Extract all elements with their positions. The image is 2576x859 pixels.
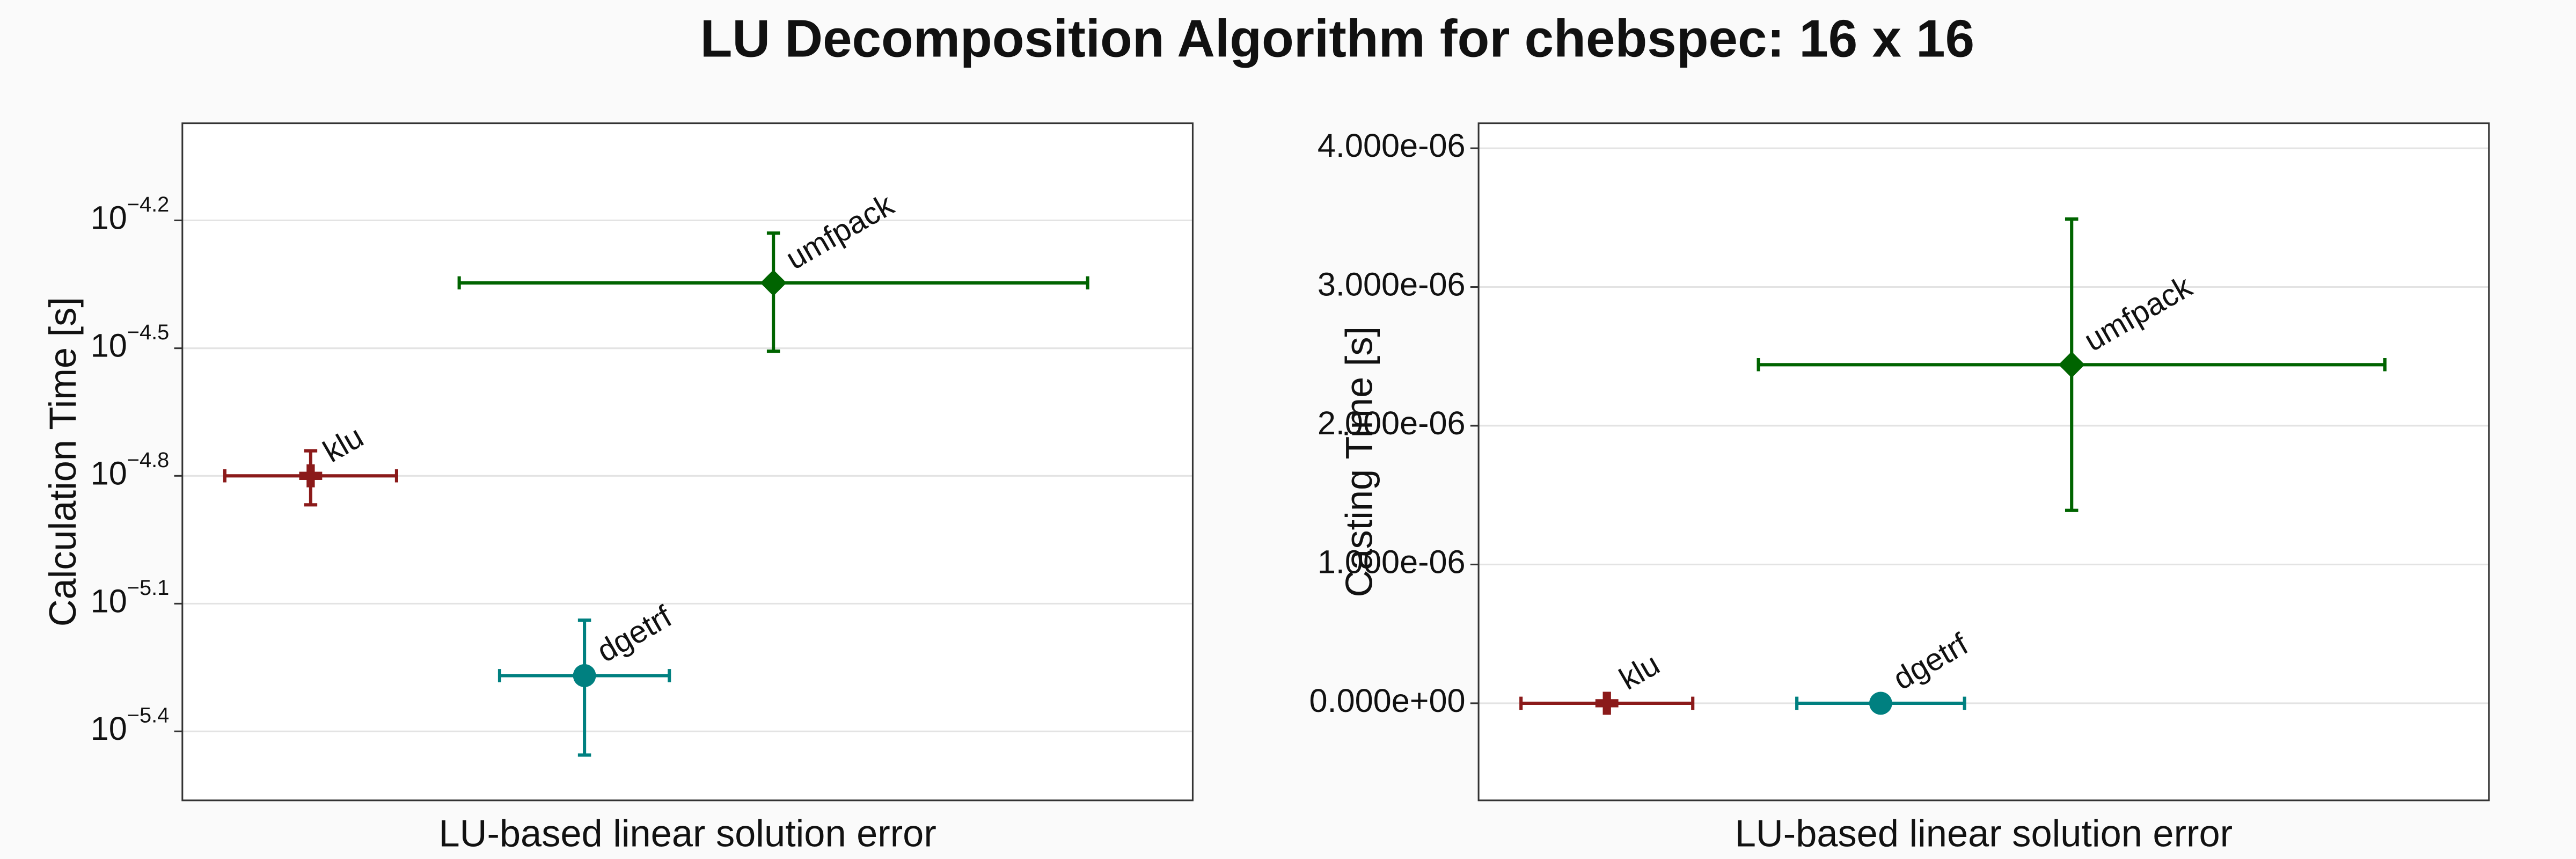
x-axis-label: LU-based linear solution error	[438, 812, 936, 855]
tick-base: 2.000e-06	[1318, 405, 1466, 441]
y-error-bar	[577, 618, 591, 757]
tick-base: 10	[91, 455, 127, 491]
tick-exponent: −4.2	[127, 192, 170, 216]
y-tick-label: 0.000e+00	[1309, 682, 1466, 719]
marker	[299, 464, 323, 487]
y-tick-label: 4.000e-06	[1318, 127, 1466, 164]
marker	[2058, 351, 2085, 378]
tick-base: 4.000e-06	[1318, 127, 1466, 164]
plot-frame	[1477, 122, 2490, 802]
x-axis-label: LU-based linear solution error	[1735, 812, 2233, 855]
figure-title: LU Decomposition Algorithm for chebspec:…	[700, 9, 1975, 68]
plot-area	[1479, 123, 2489, 800]
y-axis-label: Calculation Time [s]	[41, 297, 84, 627]
plot-frame	[181, 122, 1194, 802]
marker	[1595, 691, 1619, 715]
tick-exponent: −5.4	[127, 703, 170, 727]
y-axis-label: Casting Time [s]	[1337, 326, 1380, 598]
y-tick-label: 10−4.2	[91, 192, 170, 236]
tick-exponent: −5.1	[127, 576, 170, 599]
marker	[573, 664, 596, 687]
y-tick-label: 10−5.4	[91, 703, 170, 747]
tick-base: 1.000e-06	[1318, 544, 1466, 580]
plot-area	[182, 123, 1193, 800]
tick-base: 10	[91, 327, 127, 364]
tick-exponent: −4.8	[127, 448, 170, 471]
y-tick-label: 3.000e-06	[1318, 266, 1466, 303]
tick-base: 0.000e+00	[1309, 682, 1466, 719]
y-tick-label: 1.000e-06	[1318, 544, 1466, 580]
tick-base: 10	[91, 710, 127, 747]
tick-base: 3.000e-06	[1318, 266, 1466, 303]
marker	[1869, 691, 1892, 715]
y-tick-label: 10−4.5	[91, 321, 170, 364]
y-tick-label: 10−4.8	[91, 448, 170, 491]
y-tick-label: 2.000e-06	[1318, 405, 1466, 441]
tick-base: 10	[91, 583, 127, 620]
y-tick-label: 10−5.1	[91, 576, 170, 619]
tick-base: 10	[91, 200, 127, 236]
tick-exponent: −4.5	[127, 321, 170, 344]
